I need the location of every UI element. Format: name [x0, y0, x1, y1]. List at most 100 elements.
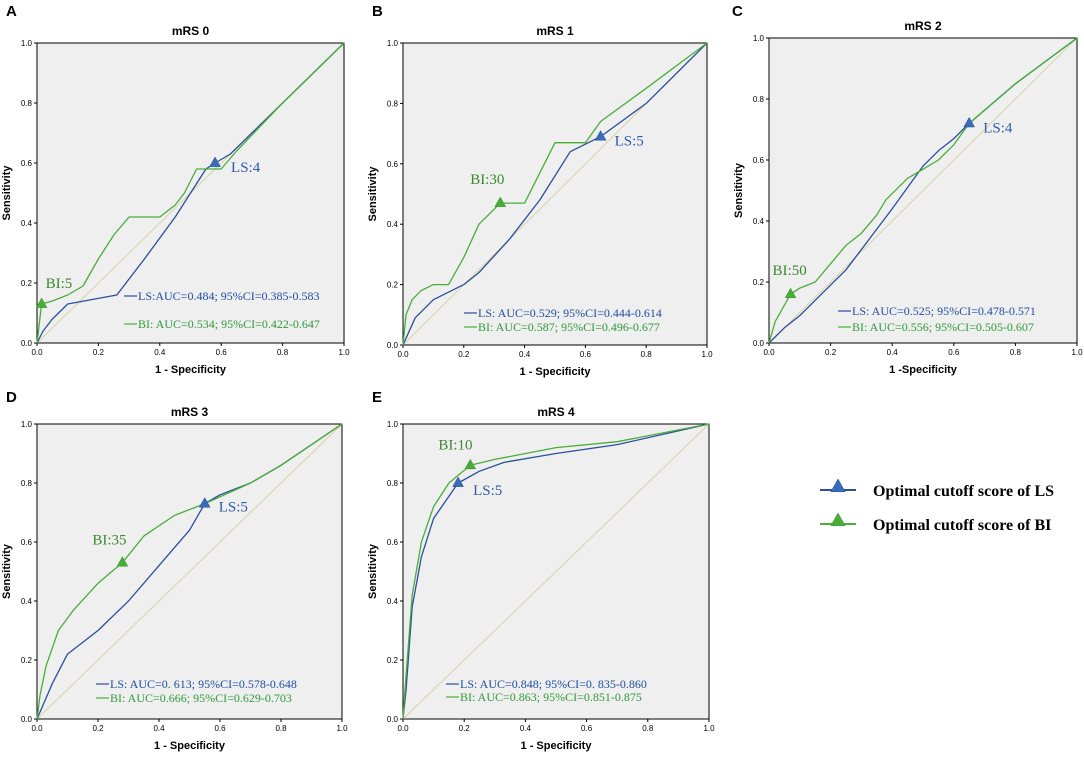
ls-auc-stat: LS: AUC=0.529; 95%CI=0.444-0.614	[478, 306, 662, 320]
chart-title: mRS 3	[171, 405, 209, 419]
x-tick-label: 0.8	[642, 724, 654, 733]
x-tick-label: 0.8	[277, 348, 289, 357]
y-tick-label: 0.8	[21, 99, 33, 108]
panel-letter: C	[732, 3, 743, 20]
legend-bi-label: Optimal cutoff score of BI	[873, 517, 1051, 534]
y-tick-label: 1.0	[387, 39, 399, 48]
x-axis-label: 1 - Specificity	[520, 366, 592, 378]
chart-title: mRS 1	[536, 24, 574, 38]
legend-ls-marker	[830, 478, 846, 493]
reference-line	[402, 423, 710, 720]
bi-cutoff-marker	[784, 287, 797, 299]
ls-auc-stat: LS:AUC=0.484; 95%CI=0.385-0.583	[138, 289, 320, 303]
ls-auc-stat: LS: AUC=0.525; 95%CI=0.478-0.571	[852, 304, 1036, 318]
x-tick-label: 0.0	[397, 724, 409, 733]
x-tick-label: 0.0	[31, 724, 43, 733]
y-tick-label: 0.4	[21, 597, 33, 606]
reference-line	[768, 37, 1078, 344]
x-tick-label: 0.2	[93, 348, 105, 357]
y-tick-label: 0.0	[753, 339, 765, 348]
x-tick-label: 0.6	[216, 348, 228, 357]
y-tick-label: 0.4	[387, 220, 399, 229]
y-tick-label: 0.8	[387, 479, 399, 488]
y-tick-label: 0.8	[21, 479, 33, 488]
bi-auc-stat: BI: AUC=0.666; 95%CI=0.629-0.703	[110, 691, 292, 705]
y-tick-label: 1.0	[21, 39, 33, 48]
x-tick-label: 0.6	[214, 724, 226, 733]
y-tick-label: 0.0	[387, 715, 399, 724]
chart-title: mRS 2	[904, 19, 942, 33]
ls-cutoff-marker	[594, 130, 607, 141]
bi-cutoff-label: BI:35	[92, 533, 126, 549]
reference-line	[36, 423, 343, 720]
x-tick-label: 0.6	[581, 724, 593, 733]
panel-letter: E	[372, 389, 382, 406]
x-tick-label: 1.0	[1071, 348, 1083, 357]
chart-title: mRS 0	[172, 24, 210, 38]
y-tick-label: 0.6	[21, 538, 33, 547]
y-tick-label: 0.6	[21, 159, 33, 168]
x-tick-label: 0.4	[153, 724, 165, 733]
x-tick-label: 0.8	[275, 724, 287, 733]
y-axis-label: Sensitivity	[733, 162, 745, 218]
y-axis-label: Sensitivity	[1, 165, 13, 221]
bi-cutoff-marker	[464, 458, 477, 470]
ls-roc-curve	[402, 42, 708, 346]
x-tick-label: 0.0	[763, 348, 775, 357]
y-axis-label: Sensitivity	[1, 543, 13, 599]
x-tick-label: 0.2	[92, 724, 104, 733]
ls-cutoff-marker	[963, 116, 976, 128]
bi-auc-stat: BI: AUC=0.587; 95%CI=0.496-0.677	[478, 320, 660, 334]
y-tick-label: 0.6	[753, 156, 765, 165]
ls-cutoff-label: LS:5	[473, 483, 502, 499]
x-tick-label: 0.6	[948, 348, 960, 357]
y-tick-label: 0.2	[387, 281, 399, 290]
bi-roc-curve	[36, 42, 345, 344]
ls-cutoff-label: LS:5	[615, 134, 644, 150]
x-tick-label: 0.4	[520, 724, 532, 733]
y-tick-label: 0.2	[21, 656, 33, 665]
x-tick-label: 0.2	[458, 350, 470, 359]
x-tick-label: 1.0	[336, 724, 348, 733]
y-tick-label: 1.0	[21, 420, 33, 429]
y-tick-label: 0.0	[21, 715, 33, 724]
y-axis-label: Sensitivity	[367, 166, 379, 222]
panel-letter: A	[6, 3, 17, 20]
y-tick-label: 0.2	[21, 279, 33, 288]
x-tick-label: 1.0	[338, 348, 350, 357]
x-tick-label: 0.2	[459, 724, 471, 733]
bi-cutoff-label: BI:10	[438, 437, 472, 453]
bi-cutoff-marker	[494, 196, 507, 207]
ls-cutoff-marker	[198, 497, 211, 508]
ls-cutoff-label: LS:4	[231, 160, 261, 176]
ls-cutoff-label: LS:5	[219, 500, 248, 516]
panel-letter: D	[6, 389, 17, 406]
x-axis-label: 1 - Specificity	[155, 364, 227, 376]
bi-cutoff-label: BI:5	[46, 276, 73, 292]
ls-auc-stat: LS: AUC=0.848; 95%CI=0. 835-0.860	[460, 677, 647, 691]
chart-title: mRS 4	[537, 405, 575, 419]
panel-letter: B	[372, 3, 383, 20]
x-tick-label: 0.6	[580, 350, 592, 359]
y-tick-label: 0.8	[387, 99, 399, 108]
legend-bi-marker	[830, 512, 846, 527]
x-tick-label: 0.4	[154, 348, 166, 357]
ls-cutoff-label: LS:4	[983, 120, 1013, 136]
bi-cutoff-label: BI:50	[773, 263, 807, 279]
x-tick-label: 0.4	[887, 348, 899, 357]
x-axis-label: 1 - Specificity	[521, 740, 593, 752]
y-tick-label: 1.0	[753, 34, 765, 43]
x-tick-label: 1.0	[703, 724, 715, 733]
x-tick-label: 0.0	[31, 348, 43, 357]
bi-cutoff-label: BI:30	[470, 172, 504, 188]
y-tick-label: 0.0	[387, 341, 399, 350]
legend: Optimal cutoff score of LS Optimal cutoff…	[820, 478, 1054, 534]
x-axis-label: 1 -Specificity	[889, 364, 958, 376]
x-tick-label: 0.8	[1010, 348, 1022, 357]
bi-cutoff-marker	[116, 556, 129, 567]
